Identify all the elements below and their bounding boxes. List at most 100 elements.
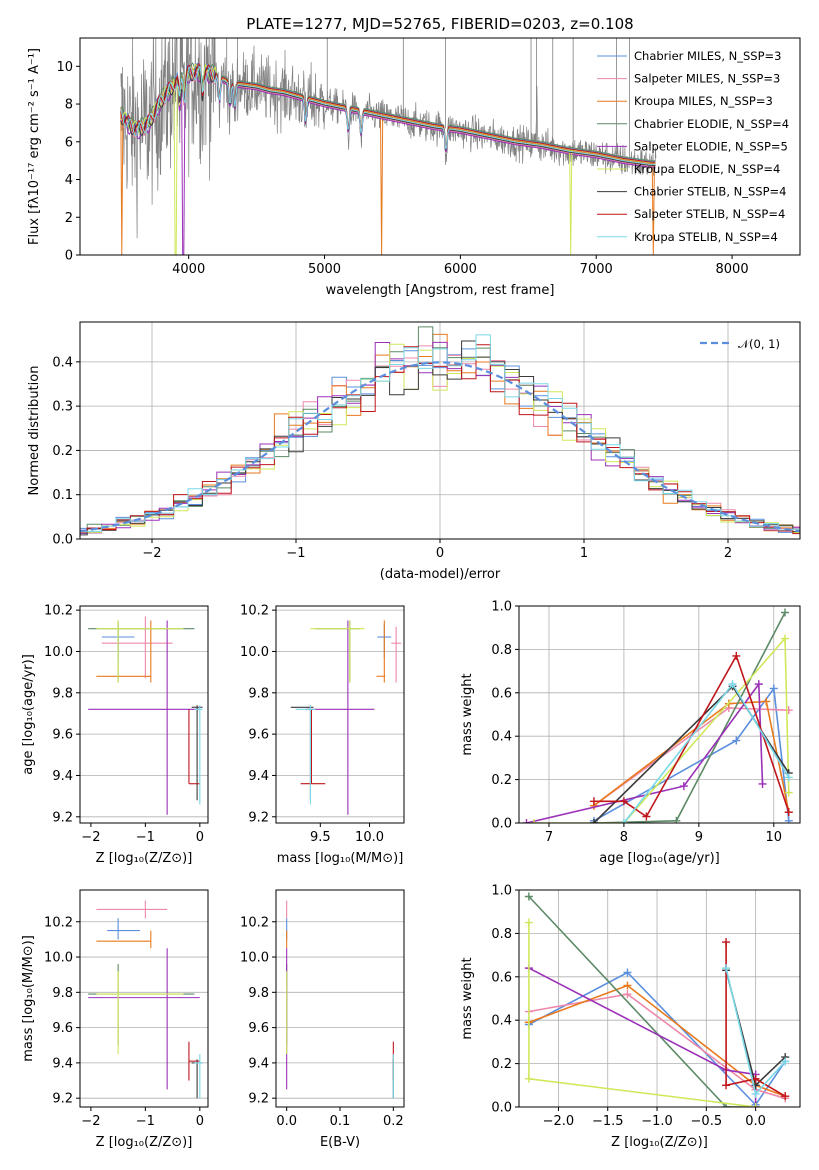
x-tick-label: 0.1 (330, 1114, 351, 1129)
errorbar-salpeter_elodie (88, 948, 200, 1090)
series-point-marker (781, 608, 790, 617)
errorbar-kroupa_elodie (310, 620, 365, 683)
x-axis-label: Z [log₁₀(Z/Z⊙)] (96, 851, 193, 866)
axes-frame: −2 −1 0 9.2 9.4 9.6 9.8 10.0 10.2 Z [log₁₀(Z/Z⊙)]… (21, 604, 209, 866)
errorbar-kroupa_elodie (96, 620, 184, 683)
errorbar-kroupa_stelib (194, 1054, 203, 1099)
series-point-marker (722, 964, 731, 973)
y-tick-label: 0.1 (52, 488, 73, 503)
axes-border (518, 605, 801, 824)
y-tick-label: 9.6 (248, 1021, 269, 1036)
panel-mass_vs_ebv: 0.0 0.1 0.2 9.2 9.4 9.6 9.8 10.0 10.2 E(B-V) (240, 889, 405, 1150)
series-line (528, 993, 786, 1100)
axes-border (79, 605, 209, 824)
panel-age_vs_mass: 9.5 10.0 9.2 9.4 9.6 9.8 10.0 10.2 mass [log₁₀(M… (240, 604, 405, 866)
series-point-marker (524, 918, 533, 927)
axes-frame: −2.0 −1.5 −1.0 −0.5 0.0 0.0 0.2 0.4 0.6 0.8 1.0 Z [… (460, 884, 801, 1150)
series-kroupa_stelib (619, 680, 793, 823)
plot-area (522, 608, 793, 823)
plot-area (524, 892, 790, 1107)
y-axis-label: Normed distribution (27, 366, 42, 496)
x-tick-label: 0.0 (745, 1114, 766, 1129)
series-salpeter_stelib (722, 938, 790, 1101)
errorbar-kroupa_stelib (194, 705, 203, 805)
legend-label-salpeter_elodie: Salpeter ELODIE, N_SSP=5 (634, 139, 788, 153)
x-tick-label: 2 (724, 546, 732, 561)
series-point-marker (758, 779, 767, 788)
y-tick-label: 9.8 (248, 686, 269, 701)
legend-label-salpeter_stelib: Salpeter STELIB, N_SSP=4 (634, 207, 785, 221)
y-tick-label: 9.8 (52, 686, 73, 701)
y-tick-label: 9.2 (52, 810, 73, 825)
y-tick-label: 0.8 (491, 927, 512, 942)
x-tick-label: 10 (765, 830, 782, 845)
series-line (593, 686, 790, 822)
y-tick-label: 10.2 (240, 915, 269, 930)
series-point-marker (769, 684, 778, 693)
y-tick-label: 0.2 (491, 773, 512, 788)
x-tick-label: 0.0 (276, 1114, 297, 1129)
series-point-marker (781, 634, 790, 643)
y-tick-label: 0.0 (491, 817, 512, 832)
series-salpeter_stelib (589, 651, 793, 821)
x-tick-label: −2.0 (543, 1114, 575, 1129)
plot-area (80, 326, 800, 536)
axes-border (79, 889, 209, 1108)
x-axis-label: Z [log₁₀(Z/Z⊙)] (611, 1135, 708, 1150)
y-tick-label: 9.6 (52, 1021, 73, 1036)
legend-label-chabrier_elodie: Chabrier ELODIE, N_SSP=4 (634, 117, 789, 131)
plot-area (88, 616, 203, 815)
histogram-chabrier_elodie (80, 326, 800, 534)
histogram-kroupa_stelib (80, 334, 800, 533)
legend-label-kroupa_stelib: Kroupa STELIB, N_SSP=4 (634, 230, 778, 244)
x-tick-label: 8000 (716, 262, 749, 277)
series-point-marker (751, 1103, 760, 1107)
y-tick-label: 0.8 (491, 643, 512, 658)
errorbar-kroupa_miles (96, 620, 152, 683)
x-tick-label: −1.5 (592, 1114, 624, 1129)
legend-label-chabrier_stelib: Chabrier STELIB, N_SSP=4 (634, 185, 786, 199)
axes-frame: 0.0 0.1 0.2 9.2 9.4 9.6 9.8 10.0 10.2 E(B-V) (240, 889, 405, 1150)
panel-spectrum: 4000 5000 6000 7000 8000 0 2 4 6 8 10 wavelength [A… (27, 37, 801, 298)
y-tick-label: 9.6 (52, 728, 73, 743)
x-tick-label: 0 (436, 546, 444, 561)
y-tick-label: 9.4 (248, 769, 269, 784)
legend-label-kroupa_miles: Kroupa MILES, N_SSP=3 (634, 94, 773, 108)
model-salpeter_stelib-line (120, 62, 656, 163)
errorbar-kroupa_miles (376, 620, 386, 683)
series-point-marker (784, 808, 793, 817)
panel-residuals: −2 −1 0 1 2 0.0 0.1 0.2 0.3 0.4 (data-model)/error… (27, 321, 801, 582)
series-point-marker (784, 788, 793, 797)
y-tick-label: 0.2 (52, 444, 73, 459)
series-point-marker (619, 819, 628, 823)
x-axis-label: (data-model)/error (380, 567, 501, 582)
y-tick-label: 0.4 (491, 1014, 512, 1029)
x-tick-label: 5000 (308, 262, 341, 277)
y-tick-label: 9.2 (52, 1092, 73, 1107)
x-tick-label: 9.5 (310, 830, 331, 845)
x-tick-label: −0.5 (691, 1114, 723, 1129)
plot-area (120, 38, 657, 255)
errorbar-salpeter_miles (101, 616, 173, 679)
series-line (528, 971, 786, 1107)
y-tick-label: 0.4 (491, 730, 512, 745)
errorbar-kroupa_elodie (96, 971, 184, 1055)
errorbar-kroupa_miles (96, 930, 152, 949)
series-point-marker (754, 680, 763, 689)
series-point-marker (781, 1092, 790, 1101)
axes-frame: 9.5 10.0 9.2 9.4 9.6 9.8 10.0 10.2 mass [log₁₀(M… (240, 604, 405, 866)
y-tick-label: 10.2 (240, 604, 269, 619)
series-point-marker (623, 981, 632, 990)
x-axis-label: mass [log₁₀(M/M⊙)] (277, 851, 404, 866)
series-point-marker (679, 782, 688, 791)
axes-frame: 4000 5000 6000 7000 8000 0 2 4 6 8 10 wavelength [A… (27, 37, 801, 298)
histogram-salpeter_stelib (80, 344, 800, 535)
legend-label-normal: 𝒩(0, 1) (738, 337, 780, 351)
errorbar-salpeter_stelib (188, 1041, 200, 1081)
y-tick-label: 9.8 (248, 986, 269, 1001)
y-tick-label: 6 (65, 135, 73, 150)
axes-frame: −2 −1 0 1 2 0.0 0.1 0.2 0.3 0.4 (data-model)/error… (27, 321, 801, 582)
x-axis-label: Z [log₁₀(Z/Z⊙)] (96, 1135, 193, 1150)
y-tick-label: 10.0 (44, 951, 73, 966)
series-point-marker (732, 651, 741, 660)
